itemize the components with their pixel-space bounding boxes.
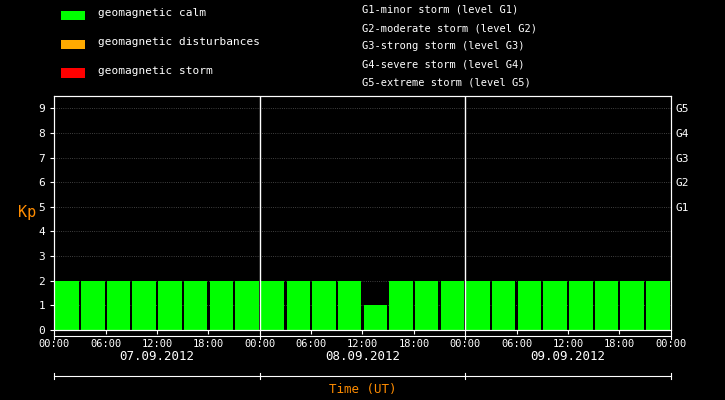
Bar bbox=[363, 305, 387, 330]
Bar bbox=[389, 281, 413, 330]
Bar bbox=[210, 281, 233, 330]
Text: 07.09.2012: 07.09.2012 bbox=[120, 350, 194, 362]
Y-axis label: Kp: Kp bbox=[18, 206, 36, 220]
Bar bbox=[518, 281, 541, 330]
Bar bbox=[60, 40, 86, 49]
Bar bbox=[312, 281, 336, 330]
Text: G5-extreme storm (level G5): G5-extreme storm (level G5) bbox=[362, 78, 531, 88]
Bar bbox=[286, 281, 310, 330]
Bar bbox=[466, 281, 490, 330]
Text: G2-moderate storm (level G2): G2-moderate storm (level G2) bbox=[362, 23, 537, 33]
Bar bbox=[441, 281, 464, 330]
Bar bbox=[60, 68, 86, 78]
Bar bbox=[158, 281, 182, 330]
Bar bbox=[235, 281, 259, 330]
Bar bbox=[60, 11, 86, 20]
Text: 09.09.2012: 09.09.2012 bbox=[531, 350, 605, 362]
Bar bbox=[569, 281, 592, 330]
Text: geomagnetic storm: geomagnetic storm bbox=[97, 66, 212, 76]
Text: G1-minor storm (level G1): G1-minor storm (level G1) bbox=[362, 5, 519, 15]
Text: G4-severe storm (level G4): G4-severe storm (level G4) bbox=[362, 60, 525, 70]
Bar bbox=[621, 281, 644, 330]
Bar bbox=[492, 281, 515, 330]
Bar bbox=[646, 281, 670, 330]
Bar bbox=[184, 281, 207, 330]
Bar bbox=[107, 281, 130, 330]
Text: geomagnetic disturbances: geomagnetic disturbances bbox=[97, 37, 260, 47]
Text: 08.09.2012: 08.09.2012 bbox=[325, 350, 400, 362]
Bar bbox=[81, 281, 104, 330]
Text: geomagnetic calm: geomagnetic calm bbox=[97, 8, 205, 18]
Bar bbox=[594, 281, 618, 330]
Text: G3-strong storm (level G3): G3-strong storm (level G3) bbox=[362, 41, 525, 51]
Bar bbox=[55, 281, 79, 330]
Bar bbox=[261, 281, 284, 330]
Text: Time (UT): Time (UT) bbox=[328, 383, 397, 396]
Bar bbox=[338, 281, 362, 330]
Bar bbox=[415, 281, 439, 330]
Bar bbox=[133, 281, 156, 330]
Bar bbox=[543, 281, 567, 330]
